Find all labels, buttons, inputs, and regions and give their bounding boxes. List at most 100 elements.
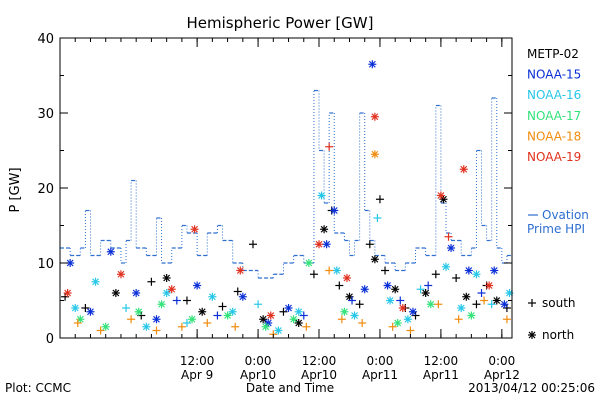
marker-stroke-d2: [351, 312, 358, 319]
data-point: [236, 266, 245, 275]
marker-stroke-d2: [168, 285, 176, 293]
data-point: [86, 307, 95, 316]
data-point: [299, 311, 308, 320]
data-point: [444, 232, 453, 241]
marker-stroke-d2: [107, 248, 115, 256]
data-point: [431, 270, 440, 279]
data-point: [122, 304, 131, 312]
data-point: [132, 289, 141, 297]
marker-stroke-d2: [427, 300, 435, 308]
y-tick-label: 0: [46, 332, 54, 347]
ovation-legend-line2: Prime HPI: [527, 222, 585, 236]
data-point: [472, 300, 481, 309]
marker-stroke-d2: [295, 319, 303, 327]
data-point: [182, 296, 191, 305]
data-point: [248, 240, 257, 249]
data-point: [63, 289, 72, 297]
data-point: [182, 319, 191, 327]
marker-stroke-d2: [485, 282, 493, 289]
data-point: [383, 281, 392, 290]
marker-stroke-d2: [490, 267, 498, 274]
data-point: [426, 300, 435, 309]
marker-stroke-d2: [92, 278, 99, 286]
legend-entry: NOAA-15: [527, 68, 581, 82]
data-point: [370, 112, 379, 121]
data-point: [459, 165, 468, 174]
data-point: [477, 289, 486, 297]
data-point: [76, 315, 85, 324]
marker-stroke-d2: [163, 274, 171, 282]
data-point: [348, 296, 357, 305]
data-point: [398, 304, 407, 312]
marker-stroke-d2: [343, 274, 351, 282]
data-point: [388, 322, 397, 331]
data-point: [462, 292, 471, 301]
data-point: [373, 214, 382, 222]
data-point: [464, 266, 473, 275]
data-point: [266, 311, 275, 320]
marker-stroke-d2: [493, 297, 501, 304]
marker-stroke-d2: [290, 315, 298, 323]
data-point: [106, 247, 115, 256]
marker-stroke-d2: [391, 285, 399, 293]
data-point: [500, 300, 509, 309]
data-point: [96, 326, 105, 335]
marker-stroke-d2: [330, 207, 338, 214]
data-point: [434, 300, 443, 309]
marker-stroke-d2: [305, 259, 313, 267]
marker-stroke-d2: [440, 195, 447, 203]
data-point: [396, 296, 405, 305]
data-point: [492, 296, 501, 305]
x-tick-label-time: 12:00: [424, 354, 459, 368]
data-point: [454, 315, 463, 324]
x-tick-label-time: 0:00: [366, 354, 393, 368]
data-point: [337, 315, 346, 324]
marker-stroke-d2: [437, 192, 445, 199]
marker-stroke-d2: [346, 293, 353, 301]
data-point: [116, 270, 125, 279]
x-axis-label: Date and Time: [246, 381, 334, 395]
data-point: [391, 285, 400, 294]
data-point: [403, 315, 412, 324]
data-point: [208, 292, 217, 301]
marker-stroke-d2: [295, 308, 303, 316]
marker-stroke-d2: [506, 289, 513, 297]
marker-stroke-d2: [239, 293, 247, 301]
y-tick-label: 40: [37, 32, 54, 47]
marker-stroke-d2: [457, 304, 465, 312]
data-point: [254, 300, 263, 309]
data-point: [441, 262, 450, 271]
data-point: [309, 270, 318, 279]
data-point: [447, 244, 456, 252]
data-point: [386, 296, 395, 305]
data-point: [198, 307, 207, 316]
marker-stroke-d2: [208, 293, 216, 301]
data-point: [162, 274, 171, 282]
data-point: [101, 322, 110, 331]
x-tick-label-date: Apr10: [301, 368, 337, 382]
data-point: [142, 322, 151, 331]
marker-legend-symbol: [528, 299, 536, 307]
marker-stroke-d2: [262, 323, 270, 331]
x-tick-label-date: Apr11: [362, 368, 398, 382]
data-point: [467, 311, 476, 320]
data-point: [111, 289, 120, 297]
legend-entry: NOAA-17: [527, 109, 581, 123]
legend: METP-02 NOAA-15 NOAA-16 NOAA-17 NOAA-18 NOAA-…: [527, 47, 589, 342]
plot-frame: [59, 37, 513, 339]
y-tick-label: 10: [37, 257, 54, 272]
marker-stroke-d2: [333, 267, 341, 274]
data-point: [203, 319, 212, 327]
data-point: [406, 326, 415, 335]
marker-stroke-d2: [158, 300, 165, 308]
data-point: [73, 319, 82, 327]
ovation-legend-line1: Ovation: [542, 208, 589, 222]
data-point: [325, 266, 334, 275]
chart-title: Hemispheric Power [GW]: [187, 14, 374, 32]
marker-stroke-d2: [285, 304, 292, 312]
marker-stroke-d2: [163, 289, 171, 297]
marker-stroke-d2: [447, 244, 455, 252]
marker-stroke-d2: [442, 263, 450, 271]
marker-stroke-d2: [229, 308, 237, 316]
